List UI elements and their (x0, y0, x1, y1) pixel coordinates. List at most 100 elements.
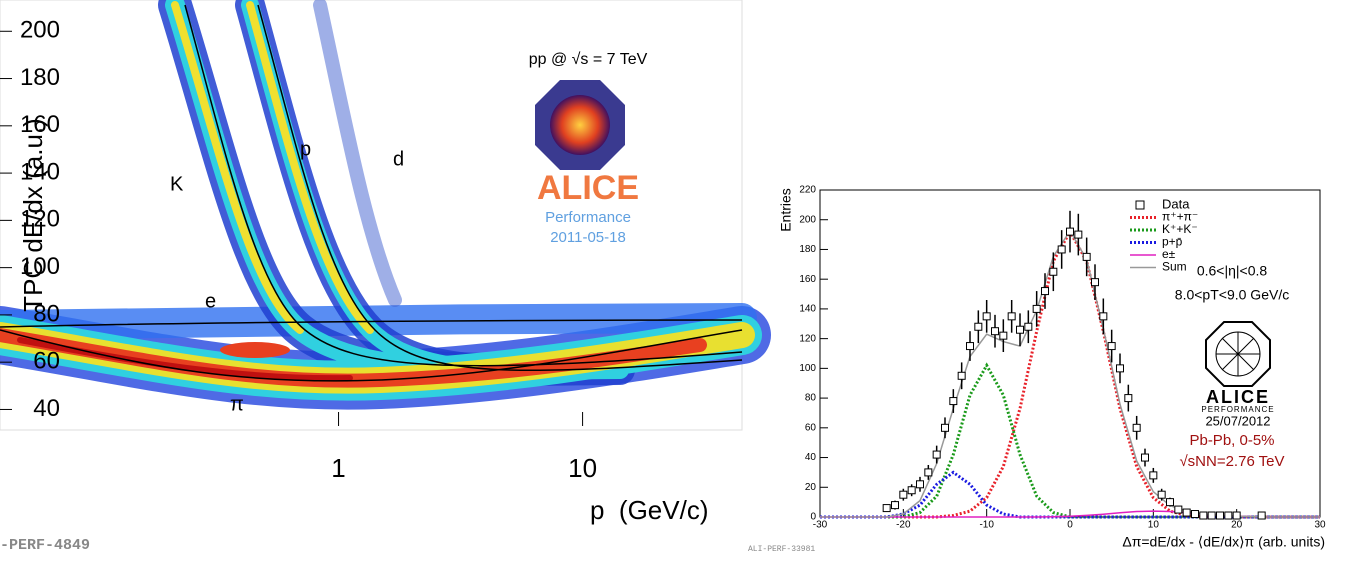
data-point (1124, 394, 1133, 403)
data-point (1216, 511, 1224, 520)
data-point (1132, 423, 1141, 432)
status-label: Performance (545, 209, 631, 226)
data-point (1182, 508, 1191, 517)
alice-logo (535, 80, 625, 170)
y-tick-label: 80 (33, 300, 60, 327)
data-point (1149, 471, 1158, 480)
data-point (1166, 498, 1174, 507)
system-label: Pb-Pb, 0-5% (1189, 432, 1274, 449)
legend-entry: Sum (1162, 260, 1187, 274)
data-point (1057, 245, 1066, 254)
y-tick-label: 80 (805, 393, 817, 404)
y-tick-label: 160 (20, 111, 60, 138)
data-point (1232, 511, 1241, 520)
x-tick-label: 10 (568, 453, 597, 483)
y-tick-label: 120 (20, 206, 60, 233)
data-point (1091, 278, 1099, 287)
data-point (1224, 511, 1233, 520)
x-tick-label: 20 (1231, 520, 1243, 531)
data-point (882, 504, 891, 513)
x-axis-label: p (GeV/c) (590, 495, 708, 525)
x-tick-label: 30 (1314, 520, 1326, 531)
y-tick-label: 0 (810, 512, 816, 523)
data-point (1257, 511, 1266, 520)
data-point (916, 480, 924, 489)
x-tick-label: 1 (331, 453, 345, 483)
legend-entry: p+p̄ (1162, 235, 1183, 249)
y-tick-label: 220 (799, 185, 816, 196)
bethe-bloch-curves (0, 4, 743, 382)
legend-marker (1135, 200, 1145, 210)
data-point (991, 327, 999, 336)
data-point (966, 342, 974, 351)
band-label: d (393, 148, 404, 170)
data-point (932, 450, 941, 459)
y-tick-label: 180 (799, 244, 816, 255)
y-axis-label: Entries (778, 188, 794, 232)
band-label: π (230, 393, 244, 415)
x-tick-label: -10 (979, 520, 994, 531)
data-point (1024, 322, 1033, 331)
data-point (1157, 490, 1166, 499)
y-tick-label: 180 (20, 64, 60, 91)
legend-entry: Data (1162, 196, 1190, 211)
data-point (1207, 511, 1216, 520)
y-tick-label: 40 (805, 452, 817, 463)
y-tick-label: 200 (20, 17, 60, 44)
logo-text: ALICE (537, 169, 639, 207)
x-tick-label: -20 (896, 520, 911, 531)
data-point (1007, 312, 1016, 321)
data-point (1199, 511, 1208, 520)
data-point (1099, 312, 1108, 321)
y-tick-label: 120 (799, 333, 816, 344)
data-point (1074, 230, 1083, 239)
y-tick-label: 140 (20, 158, 60, 185)
x-tick-label: 0 (1067, 520, 1073, 531)
legend-entry: e± (1162, 247, 1176, 261)
system-label: pp @ √s = 7 TeV (529, 51, 648, 68)
band-label: K (170, 173, 184, 195)
data-point (907, 486, 916, 495)
y-tick-label: 140 (799, 304, 816, 315)
data-point (982, 312, 991, 321)
y-tick-label: 100 (20, 253, 60, 280)
eta-label: 0.6<|η|<0.8 (1197, 263, 1268, 279)
data-point (924, 468, 933, 477)
legend-entry: K⁺+K⁻ (1162, 222, 1198, 236)
data-point (999, 331, 1008, 340)
pt-label: 8.0<pT<9.0 GeV/c (1175, 287, 1289, 303)
alice-logo-small (1205, 321, 1271, 387)
y-tick-label: 20 (805, 482, 817, 493)
date-label: 2011-05-18 (550, 229, 626, 246)
figure-id: -PERF-4849 (0, 537, 90, 554)
legend-entry: π⁺+π⁻ (1162, 210, 1198, 224)
y-tick-label: 200 (799, 214, 816, 225)
y-axis-label: TPC dE/dx (a.u.) (18, 118, 48, 312)
data-point (1049, 267, 1058, 276)
data-point (1174, 505, 1183, 514)
x-axis-label: Δπ=dE/dx - ⟨dE/dx⟩π (arb. units) (1122, 534, 1325, 550)
y-tick-label: 60 (805, 422, 817, 433)
data-point (899, 490, 908, 499)
x-tick-label: 10 (1148, 520, 1160, 531)
x-tick-label: -30 (813, 520, 828, 531)
energy-label: √sNN=2.76 TeV (1179, 453, 1284, 470)
band-label: e (205, 290, 216, 312)
data-point (974, 322, 983, 331)
data-point (1082, 252, 1091, 261)
data-point (1107, 342, 1116, 351)
data-point (1032, 304, 1041, 313)
y-tick-label: 40 (33, 395, 60, 422)
data-point (1016, 325, 1024, 334)
data-point (949, 397, 958, 406)
data-point (1066, 227, 1074, 236)
figure-id: ALI-PERF-33981 (748, 545, 815, 554)
data-point (1141, 453, 1149, 462)
y-tick-label: 160 (799, 274, 816, 285)
y-tick-label: 60 (33, 348, 60, 375)
date-label: 25/07/2012 (1205, 413, 1270, 428)
data-point (1116, 364, 1124, 373)
data-point (957, 371, 966, 380)
y-tick-label: 100 (799, 363, 816, 374)
